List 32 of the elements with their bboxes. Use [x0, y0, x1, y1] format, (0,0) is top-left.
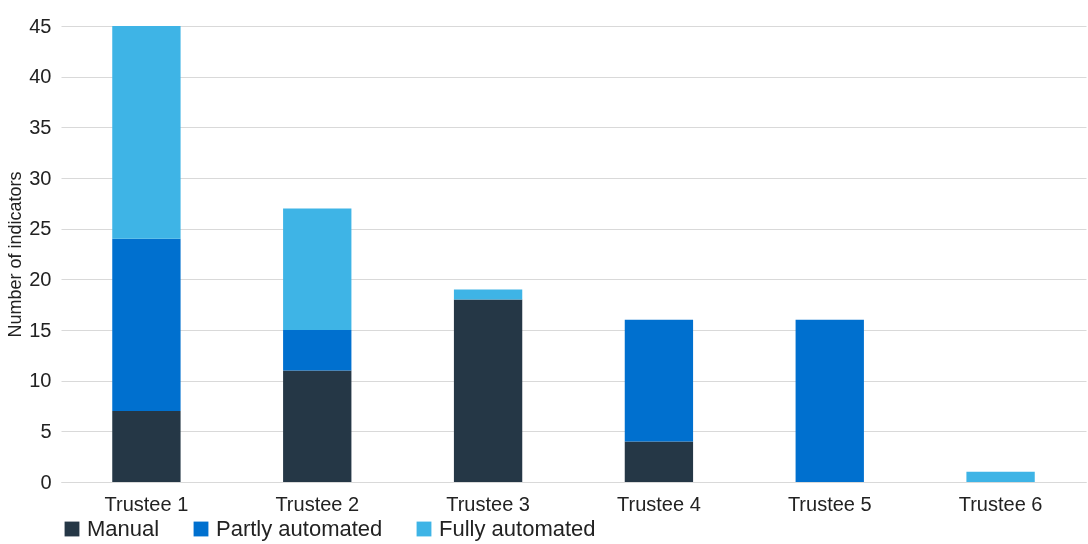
- y-tick-label: 20: [29, 267, 52, 290]
- bar: [453, 299, 523, 482]
- legend-label: Fully automated: [439, 516, 596, 541]
- y-tick-label: 40: [29, 65, 52, 88]
- bar: [624, 319, 694, 442]
- y-tick-label: 35: [29, 115, 52, 138]
- legend-label: Partly automated: [216, 516, 383, 541]
- bar: [283, 330, 352, 371]
- x-tick-label: Trustee 3: [446, 492, 530, 515]
- y-axis-title: Number of indicators: [5, 171, 26, 338]
- x-tick-label: Trustee 6: [958, 492, 1043, 515]
- x-tick-label: Trustee 2: [275, 492, 360, 515]
- bar: [112, 411, 181, 482]
- bar: [283, 370, 352, 482]
- bar: [112, 238, 181, 412]
- y-tick-label: 15: [29, 318, 52, 341]
- legend-label: Manual: [87, 516, 160, 541]
- bar: [453, 289, 523, 300]
- y-tick-label: 5: [40, 419, 52, 442]
- bar: [283, 208, 352, 330]
- y-tick-label: 10: [29, 369, 52, 392]
- y-tick-label: 25: [29, 217, 52, 240]
- bar: [795, 319, 864, 482]
- x-tick-label: Trustee 5: [787, 492, 872, 515]
- y-tick-label: 45: [29, 14, 52, 37]
- x-tick-label: Trustee 4: [617, 492, 701, 515]
- x-tick-label: Trustee 1: [104, 492, 189, 515]
- bar: [112, 26, 181, 239]
- y-tick-label: 30: [29, 166, 52, 189]
- bar: [966, 471, 1035, 482]
- bar: [624, 441, 694, 482]
- y-tick-label: 0: [40, 470, 52, 493]
